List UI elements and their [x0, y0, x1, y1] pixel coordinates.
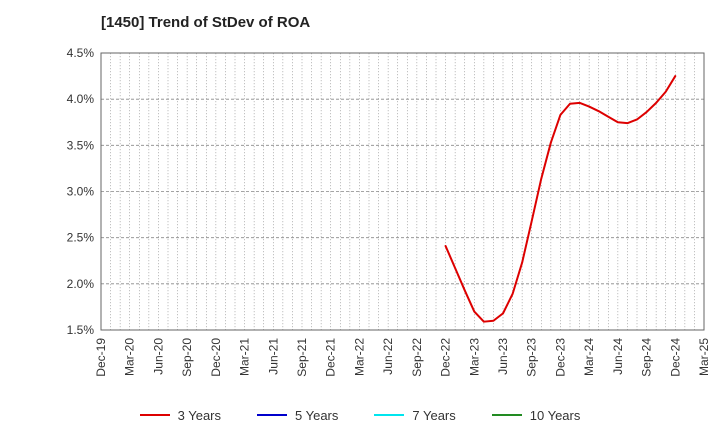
chart-plot: 1.5% 2.0% 2.5% 3.0% 3.5% 4.0% 4.5% Dec-19 Mar-20…	[67, 46, 711, 377]
x-tick-label: Dec-22	[439, 338, 453, 377]
legend-item: 7 Years	[374, 407, 456, 423]
x-tick-label: Jun-23	[496, 338, 510, 375]
x-tick-label: Sep-23	[525, 338, 539, 377]
x-tick-label: Jun-21	[266, 338, 280, 375]
x-tick-label: Dec-20	[209, 338, 223, 377]
x-tick-label: Mar-22	[352, 338, 366, 376]
x-tick-label: Mar-21	[238, 338, 252, 376]
legend-swatch	[257, 414, 287, 416]
series-layer	[444, 75, 677, 323]
legend-item: 5 Years	[257, 408, 338, 423]
legend-item: 10 Years	[491, 407, 581, 423]
chart-title: [1450] Trend of StDev of ROA	[101, 14, 311, 31]
legend-swatch	[491, 414, 522, 416]
x-tick-label: Sep-24	[640, 338, 654, 377]
x-tick-label: Jun-22	[381, 338, 395, 375]
legend-swatch	[374, 414, 405, 416]
legend-swatch	[139, 414, 170, 416]
x-tick-label: Sep-22	[410, 338, 424, 377]
x-tick-label: Sep-20	[180, 338, 194, 377]
legend-label: 7 Years	[412, 407, 456, 423]
grid-layer	[101, 53, 704, 330]
legend-item: 3 Years	[139, 407, 221, 423]
x-tick-label: Dec-23	[553, 338, 567, 377]
legend-label: 5 Years	[295, 407, 339, 423]
axis-layer	[100, 52, 705, 331]
x-tick-label: Dec-24	[668, 338, 682, 377]
x-tick-label: Jun-20	[151, 338, 165, 375]
x-tick-label: Jun-24	[611, 338, 625, 375]
x-tick-label: Mar-20	[123, 338, 137, 376]
y-tick-label: 3.5%	[67, 138, 95, 152]
legend: 3 Years 5 Years 7 Years 10 Years	[0, 405, 720, 425]
y-tick-label: 2.0%	[67, 277, 95, 291]
x-tick-label: Dec-19	[94, 338, 108, 377]
x-tick-label: Sep-21	[295, 338, 309, 377]
legend-label: 10 Years	[529, 407, 581, 423]
series-line	[444, 75, 677, 323]
y-tick-label: 4.5%	[67, 46, 95, 60]
y-tick-label: 2.5%	[67, 231, 95, 245]
legend-label: 3 Years	[177, 407, 221, 423]
x-tick-label: Dec-21	[324, 338, 338, 377]
plot-frame	[100, 52, 705, 331]
x-tick-label: Mar-24	[582, 338, 596, 376]
y-tick-label: 1.5%	[67, 323, 95, 337]
x-tick-label: Mar-23	[467, 338, 481, 376]
x-tick-label: Mar-25	[697, 338, 711, 376]
y-tick-label: 3.0%	[67, 185, 95, 199]
y-tick-label: 4.0%	[67, 92, 95, 106]
label-layer: 1.5% 2.0% 2.5% 3.0% 3.5% 4.0% 4.5% Dec-19 Mar-20…	[67, 46, 711, 377]
